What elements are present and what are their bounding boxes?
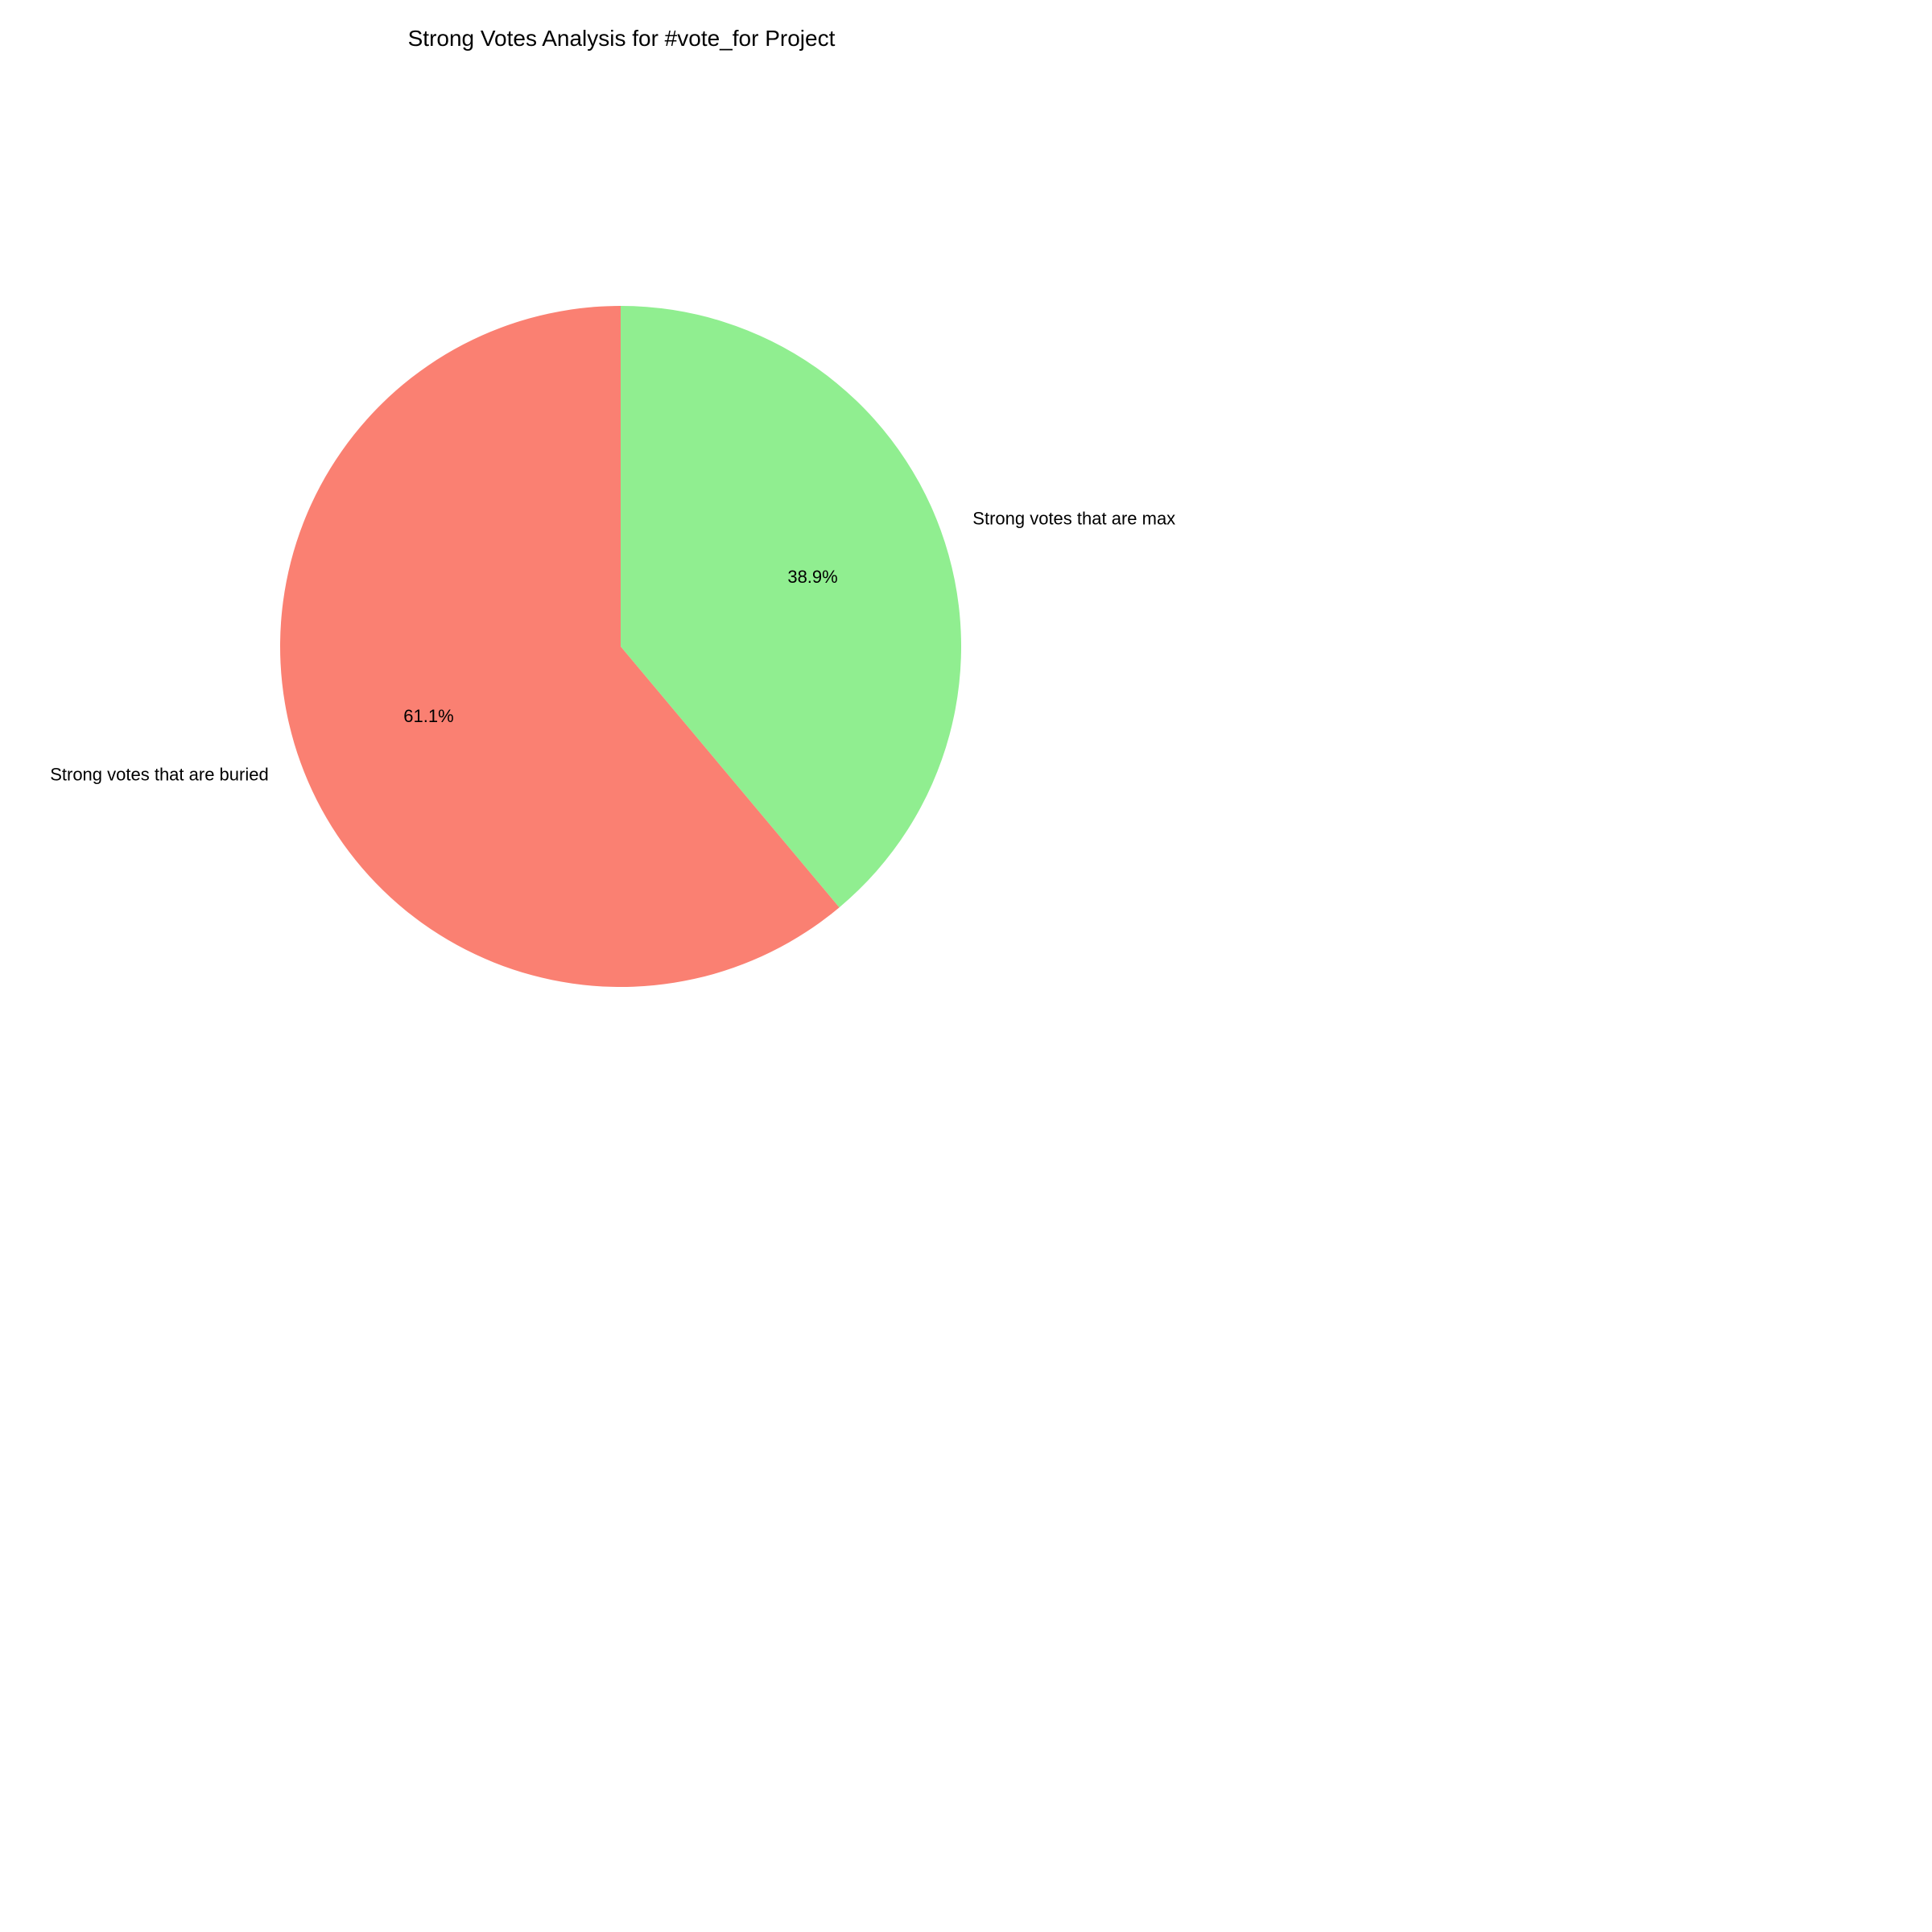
chart-title: Strong Votes Analysis for #vote_for Proj…	[408, 26, 836, 51]
slice-percent-strong-votes-that-are-buried: 61.1%	[403, 706, 453, 726]
pie-chart: Strong Votes Analysis for #vote_for Proj…	[0, 0, 1244, 1244]
pie-slice-strong-votes-that-are-buried	[279, 306, 840, 987]
slice-percent-strong-votes-that-are-max: 38.9%	[787, 567, 837, 587]
slice-label-strong-votes-that-are-buried: Strong votes that are buried	[50, 764, 269, 784]
pie-labels: Strong votes that are buried 61.1% Strong …	[50, 509, 1175, 785]
pie-slices	[279, 306, 961, 987]
pie-slice-strong-votes-that-are-max	[621, 306, 961, 908]
slice-label-strong-votes-that-are-max: Strong votes that are max	[972, 509, 1175, 529]
